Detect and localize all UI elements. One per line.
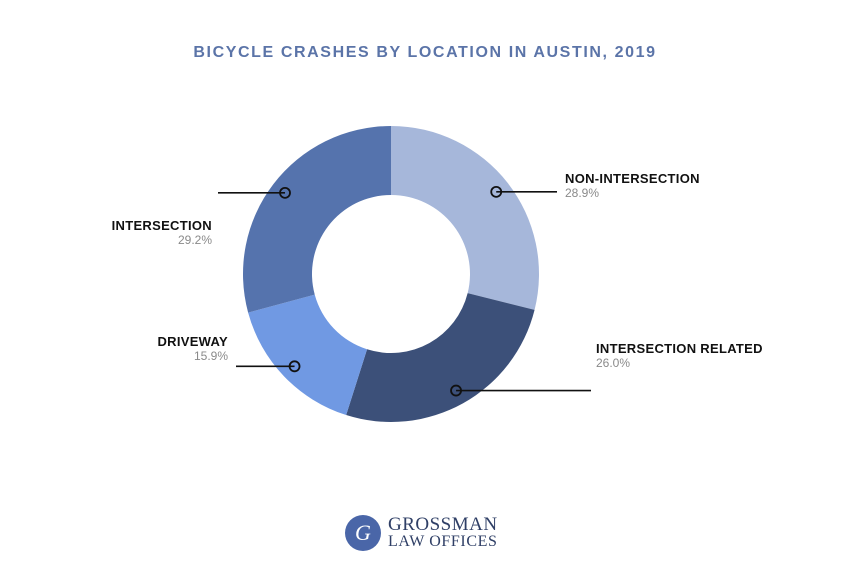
logo-monogram-icon: G bbox=[345, 515, 381, 551]
slice-intersection-related bbox=[346, 293, 535, 422]
slice-percent: 29.2% bbox=[177, 233, 212, 247]
slice-label: INTERSECTION RELATED bbox=[596, 341, 763, 356]
label-intersection: INTERSECTION 29.2% bbox=[92, 218, 212, 247]
brand-logo: G GROSSMAN LAW OFFICES bbox=[344, 514, 498, 552]
brand-line2: LAW OFFICES bbox=[388, 533, 498, 550]
leader-marker bbox=[450, 384, 462, 397]
leader-marker bbox=[490, 185, 503, 198]
chart-title: BICYCLE CRASHES BY LOCATION IN AUSTIN, 2… bbox=[193, 44, 657, 61]
slice-label: NON-INTERSECTION bbox=[565, 171, 700, 186]
slice-percent: 15.9% bbox=[193, 349, 228, 363]
label-intersection-related: INTERSECTION RELATED 26.0% bbox=[596, 341, 763, 370]
brand-line1: GROSSMAN bbox=[388, 514, 498, 535]
brand-name: GROSSMAN LAW OFFICES bbox=[388, 514, 498, 550]
slice-non-intersection bbox=[391, 126, 539, 310]
slice-percent: 28.9% bbox=[565, 186, 600, 200]
leader-marker bbox=[279, 186, 291, 199]
leader-marker bbox=[288, 360, 301, 373]
label-non-intersection: NON-INTERSECTION 28.9% bbox=[565, 171, 700, 200]
logo-monogram-letter: G bbox=[355, 520, 371, 545]
label-driveway: DRIVEWAY 15.9% bbox=[128, 334, 228, 363]
slice-driveway bbox=[248, 294, 368, 416]
slice-label: INTERSECTION bbox=[111, 218, 212, 233]
slice-percent: 26.0% bbox=[596, 356, 631, 370]
slice-intersection bbox=[243, 126, 391, 313]
slice-label: DRIVEWAY bbox=[157, 334, 228, 349]
